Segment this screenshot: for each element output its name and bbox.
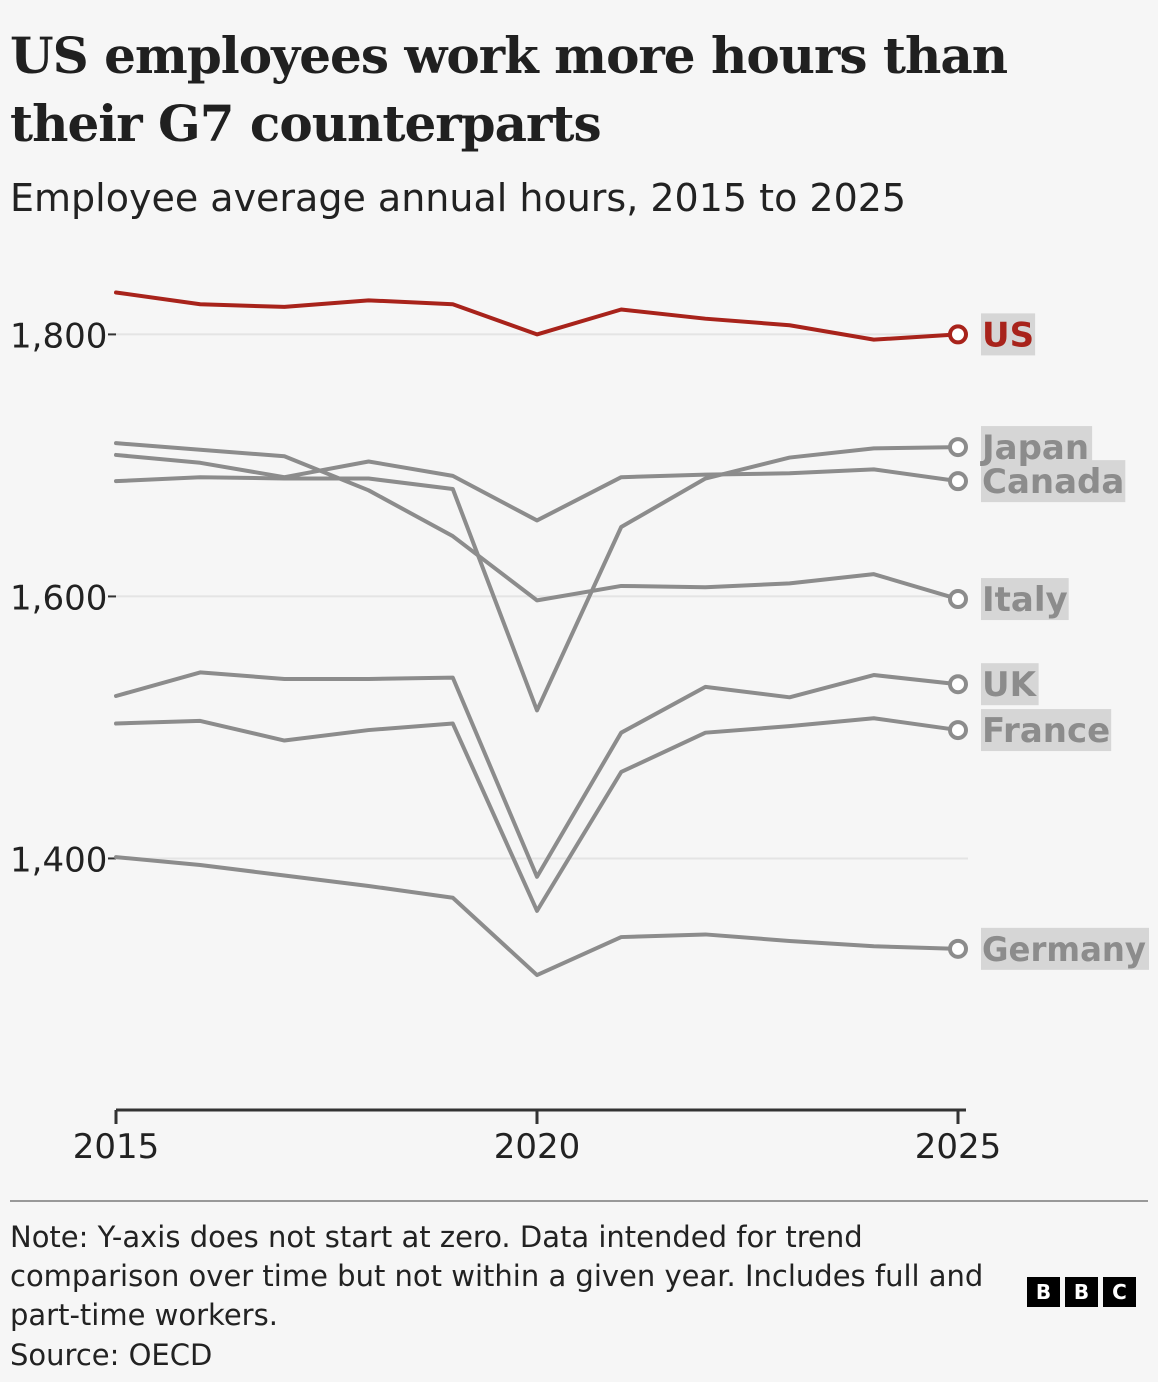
end-point-uk	[948, 674, 968, 695]
chart-subtitle: Employee average annual hours, 2015 to 2…	[10, 176, 907, 220]
end-label-text: US	[982, 315, 1034, 355]
end-label-canada: Canada	[981, 460, 1126, 503]
end-label-uk: UK	[981, 663, 1039, 706]
end-label-germany: Germany	[981, 927, 1149, 970]
end-label-text: Canada	[982, 462, 1124, 502]
end-point-us	[948, 324, 968, 345]
end-point-japan	[948, 437, 968, 458]
series-line-france	[114, 716, 960, 913]
end-label-background	[981, 709, 1112, 752]
end-label-text: UK	[982, 665, 1038, 705]
bbc-logo-letter: B	[1065, 1277, 1098, 1307]
end-label-text: Japan	[980, 428, 1089, 468]
y-tick-label: 1,400	[10, 840, 107, 880]
y-tick-label: 1,600	[10, 578, 107, 618]
bbc-logo-letter: B	[1027, 1277, 1060, 1307]
end-label-background	[981, 927, 1149, 970]
series-line-italy	[114, 441, 960, 603]
y-tick-label: 1,800	[10, 316, 107, 356]
end-label-background	[981, 426, 1093, 469]
end-label-background	[981, 313, 1036, 356]
end-label-text: France	[982, 711, 1110, 751]
series-line-japan	[114, 445, 960, 713]
end-point-france	[948, 720, 968, 741]
end-point-canada	[948, 471, 968, 492]
end-point-italy	[948, 589, 968, 610]
bbc-logo-letter: C	[1103, 1277, 1136, 1307]
end-label-text: Germany	[982, 930, 1146, 970]
series-line-uk	[114, 670, 960, 879]
series-line-germany	[114, 855, 960, 978]
footer-divider	[10, 1200, 1148, 1202]
line-chart: 1,400 1,600 1,800 2015 2020 2025 US Italy Canada…	[10, 290, 1149, 1167]
x-tick-label: 2015	[73, 1127, 160, 1167]
end-label-us: US	[981, 313, 1036, 356]
chart-source: Source: OECD	[10, 1338, 213, 1372]
end-label-text: Italy	[982, 580, 1068, 620]
x-tick-label: 2020	[494, 1127, 581, 1167]
series-line-canada	[114, 452, 960, 523]
bbc-logo: B B C	[1027, 1277, 1136, 1307]
chart-note: Note: Y-axis does not start at zero. Dat…	[10, 1220, 984, 1332]
end-label-japan: Japan	[980, 426, 1093, 469]
end-label-italy: Italy	[981, 578, 1069, 621]
x-tick-label: 2025	[915, 1127, 1002, 1167]
end-label-background	[981, 578, 1069, 621]
end-point-germany	[948, 938, 968, 959]
end-label-background	[981, 663, 1039, 706]
end-label-france: France	[981, 709, 1112, 752]
chart-title: US employees work more hours than their …	[10, 26, 1008, 153]
series-line-us	[114, 290, 960, 342]
